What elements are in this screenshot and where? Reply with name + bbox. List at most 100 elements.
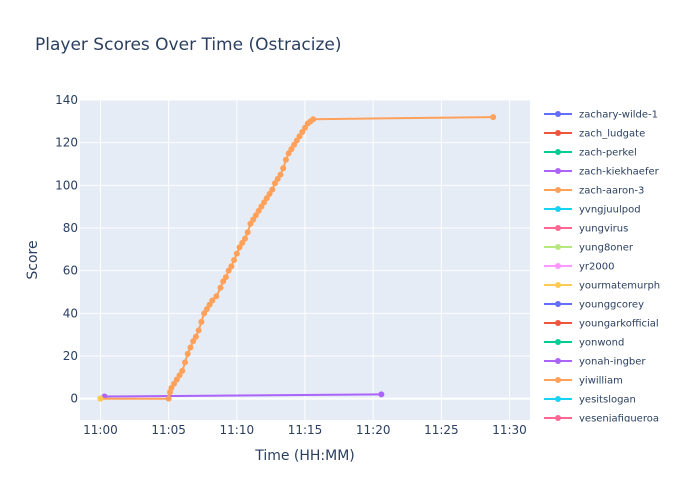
legend-item-yr2000[interactable]: yr2000 bbox=[544, 262, 614, 273]
x-tick-label: 11:30 bbox=[492, 423, 527, 437]
legend-item-yesenjafigueroa[interactable]: yesenjafigueroa bbox=[544, 414, 659, 425]
legend-item-yourmatemurph[interactable]: yourmatemurph bbox=[544, 281, 660, 292]
data-point bbox=[296, 133, 303, 140]
data-point bbox=[176, 372, 183, 379]
legend-marker bbox=[555, 225, 561, 231]
legend-marker bbox=[555, 377, 561, 383]
legend-label: yonah-ingber bbox=[579, 357, 646, 368]
legend-marker bbox=[555, 187, 561, 193]
data-point bbox=[244, 229, 251, 236]
legend-marker bbox=[555, 111, 561, 117]
legend-marker bbox=[555, 301, 561, 307]
data-point bbox=[282, 156, 289, 163]
series-layer bbox=[97, 114, 497, 402]
data-point bbox=[213, 293, 220, 300]
legend-label: yonwond bbox=[579, 338, 624, 349]
legend-marker bbox=[555, 339, 561, 345]
data-point bbox=[173, 376, 180, 383]
x-tick-label: 11:20 bbox=[356, 423, 391, 437]
data-point bbox=[285, 150, 292, 157]
data-point bbox=[239, 239, 246, 246]
legend-marker bbox=[555, 415, 561, 421]
data-point bbox=[288, 146, 295, 153]
data-point bbox=[310, 116, 317, 123]
data-point bbox=[266, 190, 273, 197]
legend-item-youngarkofficial[interactable]: youngarkofficial bbox=[544, 319, 659, 330]
legend[interactable]: zachary-wilde-1 zach_ludgate zach-perkel za… bbox=[544, 110, 660, 425]
legend-label: zach-kiekhaefer bbox=[579, 167, 660, 178]
legend-label: yiwilliam bbox=[579, 376, 623, 387]
legend-item-younggcorey[interactable]: younggcorey bbox=[544, 300, 644, 311]
data-point bbox=[261, 199, 268, 206]
legend-item-yesitslogan[interactable]: yesitslogan bbox=[544, 395, 636, 406]
data-point bbox=[222, 274, 229, 281]
legend-marker bbox=[555, 206, 561, 212]
y-tick-label: 40 bbox=[63, 306, 78, 320]
legend-marker bbox=[555, 263, 561, 269]
legend-label: younggcorey bbox=[579, 300, 644, 311]
data-point bbox=[378, 391, 385, 398]
data-point bbox=[242, 235, 248, 242]
data-point bbox=[190, 338, 197, 345]
legend-item-zachary-wilde-1[interactable]: zachary-wilde-1 bbox=[544, 110, 658, 121]
legend-marker bbox=[555, 396, 561, 402]
data-point bbox=[291, 141, 298, 148]
legend-marker bbox=[555, 149, 561, 155]
legend-item-yonah-ingber[interactable]: yonah-ingber bbox=[544, 357, 646, 368]
y-tick-label: 60 bbox=[63, 264, 78, 278]
y-tick-label: 20 bbox=[63, 349, 78, 363]
legend-item-yvngjuulpod[interactable]: yvngjuulpod bbox=[544, 205, 641, 216]
data-point bbox=[97, 395, 104, 402]
data-point bbox=[272, 180, 278, 187]
legend-item-yungvirus[interactable]: yungvirus bbox=[544, 224, 628, 235]
legend-marker bbox=[555, 130, 561, 136]
x-tick-label: 11:00 bbox=[83, 423, 118, 437]
series-yourmatemurph bbox=[97, 395, 104, 402]
legend-marker bbox=[555, 320, 561, 326]
legend-label: yvngjuulpod bbox=[579, 205, 641, 216]
legend-item-zach-perkel[interactable]: zach-perkel bbox=[544, 148, 637, 159]
data-point bbox=[236, 244, 243, 251]
x-axis-title: Time (HH:MM) bbox=[254, 448, 355, 464]
legend-item-yiwilliam[interactable]: yiwilliam bbox=[544, 376, 623, 387]
data-point bbox=[277, 171, 284, 178]
data-point bbox=[293, 137, 300, 144]
legend-label: yung8oner bbox=[579, 243, 634, 254]
legend-label: zach_ludgate bbox=[579, 129, 645, 140]
y-tick-label: 0 bbox=[70, 392, 78, 406]
chart-title: Player Scores Over Time (Ostracize) bbox=[35, 35, 342, 55]
data-point bbox=[198, 318, 205, 325]
data-point bbox=[168, 385, 175, 391]
legend-label: yesitslogan bbox=[579, 395, 636, 406]
legend-item-yung8oner[interactable]: yung8oner bbox=[544, 243, 634, 254]
legend-item-zach-kiekhaefer[interactable]: zach-kiekhaefer bbox=[544, 167, 660, 178]
data-point bbox=[201, 310, 208, 317]
data-point bbox=[255, 207, 262, 214]
data-point bbox=[247, 220, 254, 227]
legend-label: yungvirus bbox=[579, 224, 628, 235]
legend-item-yonwond[interactable]: yonwond bbox=[544, 338, 624, 349]
data-point bbox=[165, 395, 172, 402]
data-point bbox=[206, 301, 213, 308]
data-point bbox=[299, 129, 306, 135]
legend-label: yourmatemurph bbox=[579, 281, 660, 292]
data-point bbox=[263, 195, 270, 202]
data-point bbox=[203, 306, 210, 313]
legend-label: zach-aaron-3 bbox=[579, 186, 644, 197]
legend-marker bbox=[555, 244, 561, 250]
data-point bbox=[269, 186, 276, 193]
legend-label: yesenjafigueroa bbox=[579, 414, 659, 425]
legend-label: zachary-wilde-1 bbox=[579, 110, 658, 121]
series-line bbox=[104, 393, 382, 398]
data-point bbox=[252, 212, 259, 219]
data-point bbox=[209, 297, 216, 304]
legend-label: youngarkofficial bbox=[579, 319, 659, 330]
legend-item-zach-aaron-3[interactable]: zach-aaron-3 bbox=[544, 186, 644, 197]
legend-item-zach_ludgate[interactable]: zach_ludgate bbox=[544, 129, 645, 140]
legend-label: yr2000 bbox=[579, 262, 614, 273]
data-point bbox=[233, 250, 240, 257]
data-point bbox=[280, 165, 287, 172]
x-tick-label: 11:15 bbox=[288, 423, 323, 437]
x-tick-label: 11:05 bbox=[151, 423, 186, 437]
